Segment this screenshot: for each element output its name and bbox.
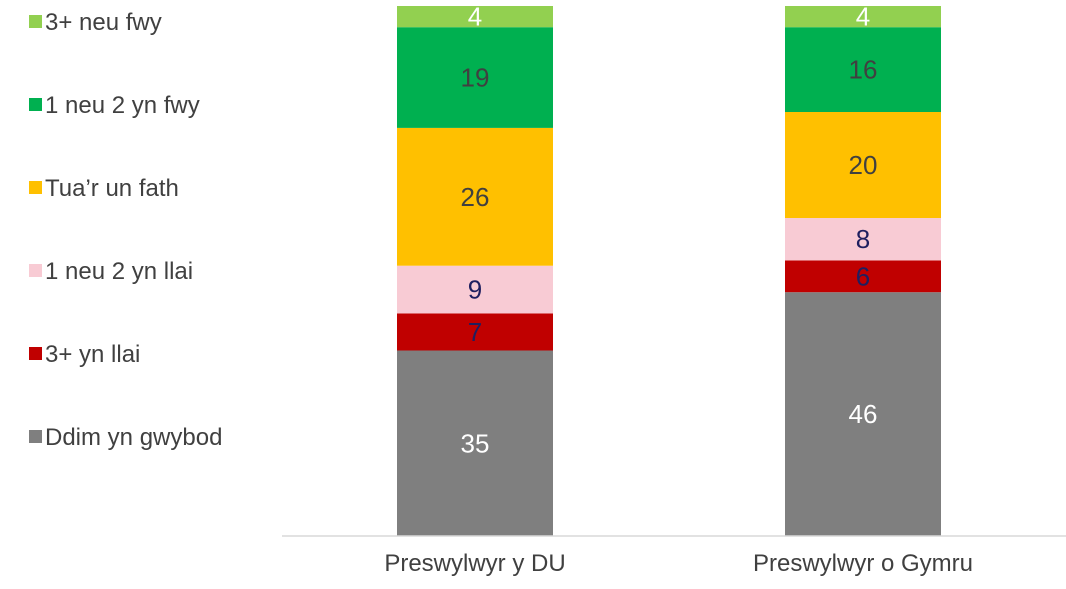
legend-swatch [29, 98, 42, 111]
data-label: 26 [461, 182, 490, 212]
legend-label: Tua’r un fath [45, 175, 179, 202]
bar-segment-ddim-yn-gwybod-2 [785, 292, 941, 536]
legend-swatch [29, 181, 42, 194]
legend-swatch [29, 430, 42, 443]
legend-item-tua-r-un-fath: Tua’r un fath [29, 175, 179, 202]
bar-segment-1-neu-2-yn-llai-1 [397, 265, 553, 314]
data-label: 4 [468, 2, 482, 32]
legend: 3+ neu fwy 1 neu 2 yn fwy Tua’r un fath 1 n… [29, 9, 222, 451]
bar-segment-3-yn-llai-2 [785, 260, 941, 293]
legend-item-1-neu-2-yn-llai: 1 neu 2 yn llai [29, 258, 193, 285]
bar-segment-3-neu-fwy-2 [785, 6, 941, 28]
bar-segment-1-neu-2-yn-fwy-1 [397, 27, 553, 128]
legend-swatch [29, 264, 42, 277]
data-label: 9 [468, 275, 482, 305]
data-label: 46 [849, 399, 878, 429]
bar-segment-3-yn-llai-1 [397, 313, 553, 351]
data-label: 19 [461, 63, 490, 93]
legend-item-3-yn-llai: 3+ yn llai [29, 341, 140, 368]
legend-label: 1 neu 2 yn fwy [45, 92, 200, 119]
data-label: 4 [856, 2, 870, 32]
data-label: 20 [849, 150, 878, 180]
x-axis-labels: Preswylwyr y DU Preswylwyr o Gymru [384, 550, 973, 577]
legend-swatch [29, 347, 42, 360]
bar-segment-tua-r-un-fath-1 [397, 127, 553, 266]
legend-item-3-neu-fwy: 3+ neu fwy [29, 9, 162, 36]
data-label: 7 [468, 317, 482, 347]
x-tick-label: Preswylwyr y DU [384, 550, 565, 577]
data-label: 6 [856, 261, 870, 291]
legend-label: Ddim yn gwybod [45, 424, 222, 451]
data-label: 16 [849, 55, 878, 85]
x-tick-label: Preswylwyr o Gymru [753, 550, 973, 577]
legend-label: 3+ yn llai [45, 341, 140, 368]
data-label: 35 [461, 428, 490, 458]
bar-segment-ddim-yn-gwybod-1 [397, 350, 553, 536]
legend-label: 3+ neu fwy [45, 9, 162, 36]
plot-area: 35 7 9 26 19 4 46 6 8 20 16 4 [397, 2, 941, 536]
legend-swatch [29, 15, 42, 28]
bar-segment-tua-r-un-fath-2 [785, 112, 941, 218]
bar-segment-1-neu-2-yn-llai-2 [785, 218, 941, 261]
bar-segment-1-neu-2-yn-fwy-2 [785, 27, 941, 113]
legend-label: 1 neu 2 yn llai [45, 258, 193, 285]
bar-segment-3-neu-fwy-1 [397, 6, 553, 28]
data-label: 8 [856, 224, 870, 254]
legend-item-1-neu-2-yn-fwy: 1 neu 2 yn fwy [29, 92, 200, 119]
legend-item-ddim-yn-gwybod: Ddim yn gwybod [29, 424, 222, 451]
